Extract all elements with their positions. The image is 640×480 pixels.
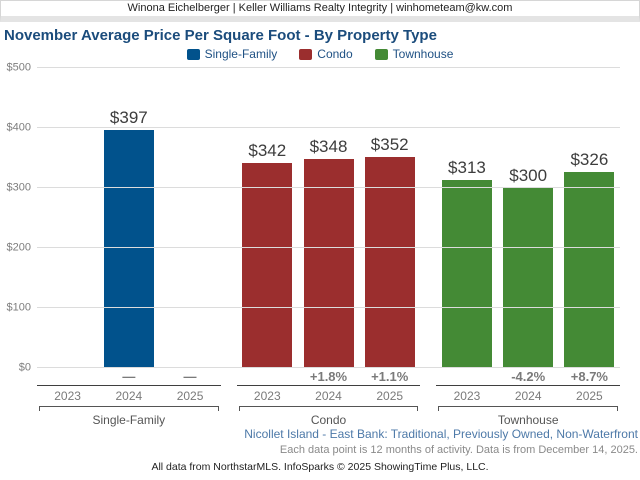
year-label: 2024: [514, 389, 542, 403]
bar-value-label: $300: [509, 166, 548, 185]
bar-slot-2025: $352: [359, 68, 420, 368]
change-value: +1.1%: [371, 369, 409, 384]
bar-group-condo: $342 $348 $352: [237, 68, 421, 368]
change-value: +1.8%: [309, 369, 348, 384]
bar-value-label: $348: [309, 137, 348, 157]
legend-swatch-icon: [299, 48, 313, 60]
agent-header: Winona Eichelberger | Keller Williams Re…: [0, 0, 640, 22]
group-bracket: [39, 406, 219, 411]
change-value: [436, 370, 497, 385]
year-row: 2023 2024 2025: [436, 386, 620, 405]
bar-slot-2024: $348: [298, 68, 359, 368]
bar-group-single-family: $397: [37, 68, 221, 368]
gridline-500: [37, 67, 620, 68]
y-axis-tick-label: $300: [6, 181, 31, 194]
gridline-200: [37, 247, 620, 248]
footer-segment-label: Nicollet Island - East Bank: Traditional…: [244, 427, 638, 441]
x-axis-group-condo: +1.8% +1.1% 2023 2024 2025 Condo: [236, 370, 421, 427]
bar-slot-2023: $342: [237, 68, 298, 368]
bar-slot-2024: $300: [498, 68, 559, 368]
bar-single-family-2024: [103, 129, 154, 368]
group-axis-line: [436, 385, 621, 386]
bar-condo-2024: [303, 159, 354, 368]
bar-slot-2025: [159, 68, 220, 368]
group-axis-line: [236, 385, 421, 386]
year-row: 2023 2024 2025: [37, 386, 221, 405]
group-name-label: Townhouse: [497, 413, 559, 427]
gridline-0: [37, 367, 620, 368]
bar-value-label: $326: [570, 150, 609, 170]
group-bracket: [438, 406, 619, 411]
x-axis-group-single-family: — —2023 2024 2025 Single-Family: [37, 370, 221, 427]
legend-item-label: Single-Family: [204, 47, 278, 61]
bar-slot-2025: $326: [559, 68, 620, 368]
group-name-label: Condo: [310, 413, 347, 427]
change-row: -4.2% +8.7%: [436, 370, 620, 385]
year-label: 2023: [453, 389, 481, 403]
legend: Single-Family Condo Townhouse: [0, 47, 640, 61]
legend-item-townhouse[interactable]: Townhouse: [374, 47, 454, 61]
plot-area: $397 $342 $348 $352 $313 $300 $326 $0 $100 $200 $…: [7, 62, 620, 373]
y-axis-tick-label: $100: [6, 301, 31, 314]
bar-slot-2023: $313: [436, 68, 497, 368]
x-axis-group-townhouse: -4.2% +8.7% 2023 2024 2025 Townhouse: [436, 370, 621, 427]
footer-attribution: All data from NorthstarMLS. InfoSparks ©…: [151, 461, 489, 473]
year-label: 2025: [376, 389, 404, 403]
group-axis-line: [37, 385, 221, 386]
legend-item-condo[interactable]: Condo: [299, 47, 353, 61]
bar-value-label: $313: [448, 158, 486, 178]
y-axis-tick-label: $400: [6, 121, 31, 134]
x-axis-area: — —2023 2024 2025 Single-Family +1.8% +1.1% 202…: [37, 370, 621, 427]
page-title: November Average Price Per Square Foot -…: [4, 27, 437, 44]
bar-value-label: $342: [248, 140, 287, 160]
change-value: [237, 370, 298, 385]
bar-slot-2023: [37, 68, 98, 368]
footer-data-note: Each data point is 12 months of activity…: [279, 444, 638, 456]
y-axis-tick-label: $500: [6, 61, 31, 74]
year-label: 2025: [176, 389, 204, 403]
gridline-400: [37, 127, 620, 128]
year-row: 2023 2024 2025: [237, 386, 421, 405]
bar-townhouse-2025: [564, 172, 615, 368]
bar-condo-2025: [364, 156, 415, 368]
bar-value-label: $352: [370, 134, 409, 154]
change-value: [37, 370, 98, 385]
y-axis-tick-label: $200: [6, 241, 31, 254]
change-row: +1.8% +1.1%: [237, 370, 421, 385]
bar-groups: $397 $342 $348 $352 $313 $300 $326: [37, 68, 620, 368]
year-label: 2024: [315, 389, 342, 403]
group-name-label: Single-Family: [92, 413, 166, 427]
change-value: -4.2%: [511, 369, 546, 384]
legend-item-label: Townhouse: [392, 47, 454, 61]
year-label: 2024: [115, 389, 143, 403]
gridline-100: [37, 307, 620, 308]
legend-swatch-icon: [374, 48, 388, 60]
bar-slot-2024: $397: [98, 68, 159, 368]
legend-item-label: Condo: [317, 47, 353, 61]
change-value: +8.7%: [570, 369, 608, 384]
change-value: —: [183, 369, 197, 384]
group-bracket: [238, 406, 419, 411]
y-axis-tick-label: $0: [18, 361, 31, 374]
legend-item-single-family[interactable]: Single-Family: [186, 47, 278, 61]
year-label: 2023: [54, 389, 81, 403]
bar-townhouse-2024: [503, 188, 554, 368]
bar-value-label: $397: [109, 107, 148, 127]
bar-condo-2023: [242, 162, 293, 368]
gridline-300: [37, 187, 620, 188]
bar-group-townhouse: $313 $300 $326: [436, 68, 620, 368]
change-row: — —: [37, 370, 221, 385]
change-value: —: [122, 369, 136, 384]
year-label: 2023: [253, 389, 281, 403]
agent-header-text: Winona Eichelberger | Keller Williams Re…: [127, 2, 513, 14]
legend-swatch-icon: [186, 48, 200, 60]
year-label: 2025: [576, 389, 603, 403]
bar-townhouse-2023: [441, 180, 492, 368]
